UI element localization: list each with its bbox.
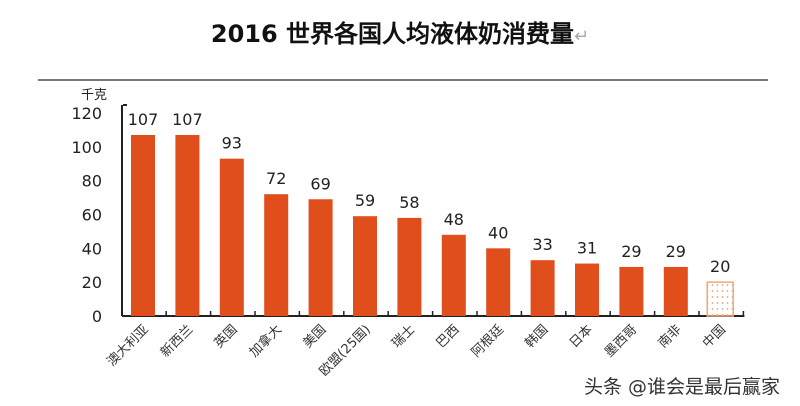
bar-value-label: 31 [577,239,597,258]
x-category-label: 韩国 [522,322,551,351]
bar-value-label: 29 [666,242,686,261]
bar-value-label: 69 [310,174,330,193]
x-category-label: 墨西哥 [602,322,640,360]
bar-10 [575,263,599,316]
x-category-label: 瑞士 [389,322,418,351]
bar-5 [353,216,377,316]
bar-value-label: 20 [710,257,730,276]
chart-title: 2016 世界各国人均液体奶消费量↵ [0,14,800,49]
bar-2 [219,158,244,316]
bar-13 [706,281,734,317]
bar-value-label: 29 [621,242,641,261]
bar-11 [619,266,644,316]
y-tick-label: 80 [82,172,102,191]
bar-4 [308,199,333,316]
bar-value-label: 107 [128,110,159,129]
x-category-label: 中国 [700,322,729,351]
y-tick-label: 100 [71,138,102,157]
bar-9 [530,260,555,316]
y-tick-label: 60 [82,206,102,225]
bar-value-label: 40 [488,223,508,242]
x-category-label: 英国 [212,322,241,351]
bar-3 [264,194,289,316]
y-axis-unit-label: 千克 [81,88,108,103]
x-category-label: 阿根廷 [469,322,507,360]
bar-0 [131,134,155,316]
bar-value-label: 72 [266,169,286,188]
bar-value-label: 107 [172,110,203,129]
chart-title-text: 2016 世界各国人均液体奶消费量 [210,20,575,48]
x-category-label: 巴西 [434,322,463,351]
x-category-label: 加拿大 [246,322,285,361]
bars: 107 107 93 72 69 59 58 48 40 33 31 29 29 20 [128,110,734,317]
bar-value-label: 33 [532,235,552,254]
y-tick-label: 40 [82,239,102,258]
watermark: 头条 @谁会是最后赢家 [584,376,781,398]
bar-7 [441,234,466,316]
x-category-label: 美国 [300,322,329,351]
x-category-label: 南非 [655,322,685,352]
bar-value-label: 59 [355,191,375,210]
bar-value-label: 58 [399,193,419,212]
title-divider [38,79,768,81]
bar-6 [397,217,422,316]
y-tick-label: 0 [92,307,102,326]
bar-value-label: 48 [444,210,464,229]
x-category-label: 新西兰 [157,322,196,361]
return-mark-icon: ↵ [574,26,590,47]
bar-1 [175,134,200,316]
y-tick-label: 120 [71,104,102,123]
bar-value-label: 93 [222,134,242,153]
bar-12 [663,266,688,316]
y-tick-label: 20 [82,273,102,292]
x-category-label: 日本 [567,322,596,351]
bar-8 [486,248,511,316]
x-category-label: 澳大利亚 [104,322,152,370]
